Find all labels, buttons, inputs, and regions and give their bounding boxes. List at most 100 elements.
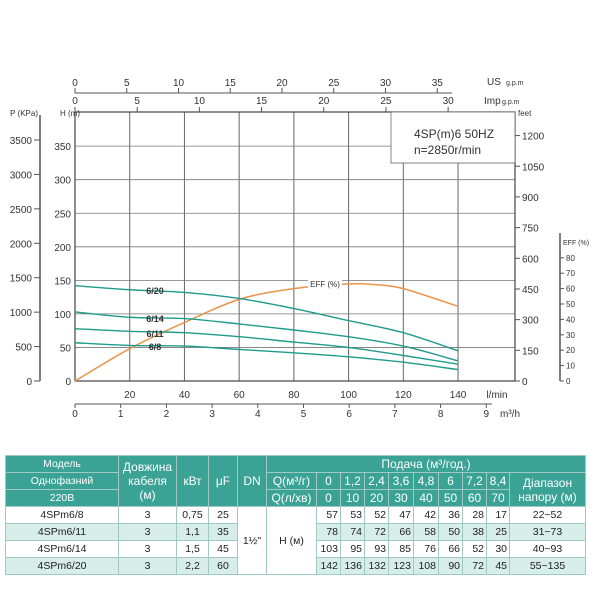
- chart-subtitle: n=2850r/min: [414, 143, 481, 157]
- header-phase: Однофазний: [5, 472, 119, 490]
- head-value-cell: 28: [462, 506, 487, 524]
- m3h-tick-label: 1: [118, 409, 124, 420]
- feet-tick-label: 1050: [522, 162, 545, 173]
- feet-axis-label: feet: [518, 109, 532, 118]
- p-tick-label: 500: [15, 343, 32, 354]
- head-value-cell: 74: [340, 523, 365, 541]
- eff-tick-label: 60: [566, 285, 575, 294]
- us-gpm-tick-label: 30: [380, 78, 392, 89]
- feet-tick-label: 600: [522, 254, 539, 265]
- lmin-tick-label: 140: [450, 390, 467, 401]
- p-axis-label: P (KPa): [10, 109, 38, 118]
- header-q-m3-value: 8,4: [486, 472, 510, 490]
- pump-performance-chart: 4SP(m)6 50HZn=2850r/min05010015020025030…: [10, 77, 589, 420]
- m3h-tick-label: 4: [255, 409, 261, 420]
- head-value-cell: 108: [413, 557, 439, 575]
- h-tick-label: 50: [60, 343, 72, 354]
- head-value-cell: 72: [462, 557, 487, 575]
- imp-gpm-tick-label: 0: [72, 96, 78, 107]
- header-q-l-value: 70: [486, 489, 510, 507]
- us-gpm-tick-label: 10: [173, 78, 185, 89]
- plot-frame: [74, 111, 516, 382]
- head-value-cell: 38: [462, 523, 487, 541]
- m3h-tick-label: 2: [164, 409, 170, 420]
- head-curve-label: 6/14: [146, 314, 164, 324]
- header-q-l-value: 60: [462, 489, 487, 507]
- header-q-l-value: 0: [316, 489, 341, 507]
- imp-gpm-tick-label: 10: [194, 96, 206, 107]
- us-gpm-tick-label: 15: [225, 78, 237, 89]
- us-gpm-tick-label: 35: [432, 78, 444, 89]
- head-value-cell: 30: [486, 540, 510, 558]
- head-value-cell: 17: [486, 506, 510, 524]
- head-value-cell: 52: [462, 540, 487, 558]
- cable-cell: 3: [118, 540, 177, 558]
- head-value-cell: 42: [413, 506, 439, 524]
- h-tick-label: 350: [54, 142, 71, 153]
- table-header-row: Модель Довжина кабеля (м) кВт μF DN Подача (м…: [5, 455, 586, 507]
- eff-tick-label: 30: [566, 331, 575, 340]
- head-value-cell: 50: [438, 523, 463, 541]
- header-cable-length: Довжина кабеля (м): [118, 455, 177, 507]
- chart-title: 4SP(m)6 50HZ: [414, 127, 494, 141]
- header-flow: Подача (м³/год.): [266, 455, 586, 473]
- kw-cell: 0,75: [176, 506, 209, 524]
- kw-cell: 1,5: [176, 540, 209, 558]
- header-q-m3-value: 4,8: [413, 472, 439, 490]
- lmin-tick-label: 80: [288, 390, 300, 401]
- us-gpm-tick-label: 20: [276, 78, 288, 89]
- header-kw: кВт: [176, 455, 209, 507]
- range-cell: 31~73: [509, 523, 586, 541]
- m3h-axis-label: m³/h: [500, 409, 520, 420]
- head-curve-label: 6/20: [146, 286, 164, 296]
- lmin-tick-label: 100: [340, 390, 357, 401]
- header-q-m3-value: 6: [438, 472, 463, 490]
- model-cell: 4SPm6/11: [5, 523, 119, 541]
- model-cell: 4SPm6/14: [5, 540, 119, 558]
- h-label-cell: H (м): [266, 506, 317, 575]
- uf-cell: 35: [208, 523, 238, 541]
- kw-cell: 2,2: [176, 557, 209, 575]
- head-value-cell: 76: [413, 540, 439, 558]
- p-tick-label: 3500: [10, 136, 33, 147]
- h-tick-label: 300: [54, 176, 71, 187]
- m3h-tick-label: 9: [484, 409, 490, 420]
- lmin-axis-label: l/min: [486, 390, 507, 401]
- header-q-l-value: 30: [388, 489, 414, 507]
- h-axis-label: H (m): [60, 109, 80, 118]
- feet-tick-label: 750: [522, 224, 539, 235]
- head-value-cell: 66: [388, 523, 414, 541]
- model-cell: 4SPm6/20: [5, 557, 119, 575]
- head-value-cell: 45: [486, 557, 510, 575]
- uf-cell: 60: [208, 557, 238, 575]
- eff-tick-label: 80: [566, 254, 575, 263]
- feet-tick-label: 150: [522, 346, 539, 357]
- head-value-cell: 142: [316, 557, 341, 575]
- header-q-m3-value: 3,6: [388, 472, 414, 490]
- imp-gpm-tick-label: 25: [380, 96, 392, 107]
- eff-tick-label: 20: [566, 346, 575, 355]
- header-q-l-value: 50: [438, 489, 463, 507]
- us-gpm-label: US: [487, 77, 501, 88]
- head-value-cell: 95: [340, 540, 365, 558]
- h-tick-label: 0: [65, 377, 71, 388]
- head-value-cell: 66: [438, 540, 463, 558]
- head-value-cell: 57: [316, 506, 341, 524]
- imp-gpm-tick-label: 30: [443, 96, 455, 107]
- header-q-l-value: 10: [340, 489, 365, 507]
- header-q-l: Q(л/хв): [266, 489, 317, 507]
- us-gpm-tick-label: 25: [328, 78, 340, 89]
- m3h-tick-label: 7: [392, 409, 398, 420]
- head-curve-6-14: [74, 311, 459, 362]
- feet-tick-label: 0: [522, 377, 528, 388]
- cable-cell: 3: [118, 523, 177, 541]
- us-gpm-tick-label: 0: [72, 78, 78, 89]
- efficiency-curve-label: EFF (%): [310, 280, 340, 289]
- us-gpm-tick-label: 5: [124, 78, 130, 89]
- head-value-cell: 58: [413, 523, 439, 541]
- p-tick-label: 1000: [10, 308, 33, 319]
- head-value-cell: 93: [364, 540, 389, 558]
- table-header-row: Однофазний Q(м³/г) 0 1,2 2,4 3,6 4,8 6 7,2 8,4 Діа…: [5, 472, 586, 507]
- m3h-tick-label: 3: [209, 409, 215, 420]
- header-voltage: 220В: [5, 489, 119, 507]
